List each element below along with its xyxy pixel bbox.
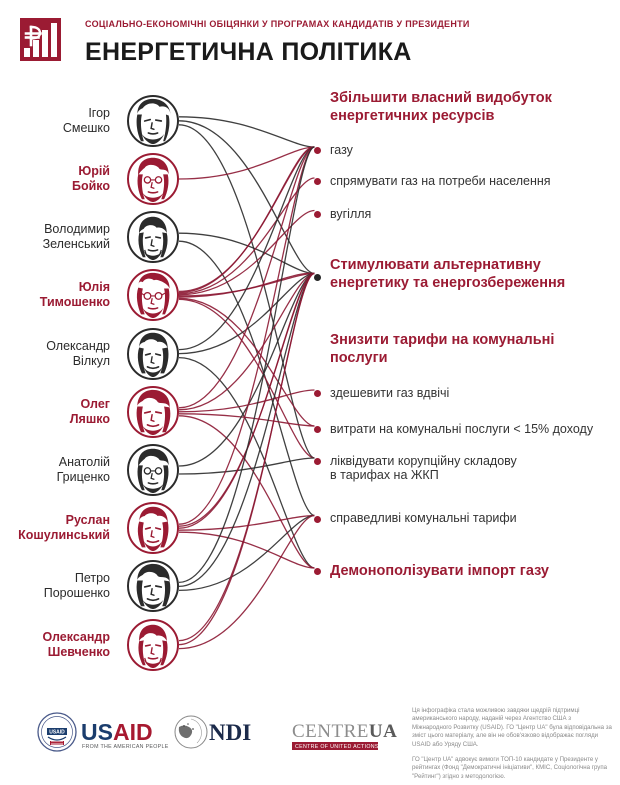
svg-text:NDI: NDI xyxy=(209,720,251,745)
svg-text:CENTREUA: CENTREUA xyxy=(292,721,397,742)
svg-text:FROM THE AMERICAN PEOPLE: FROM THE AMERICAN PEOPLE xyxy=(82,744,169,750)
svg-text:USAID: USAID xyxy=(81,719,153,745)
svg-text:USAID: USAID xyxy=(49,730,65,736)
svg-text:CENTRE OF UNITED ACTIONS: CENTRE OF UNITED ACTIONS xyxy=(295,744,379,750)
